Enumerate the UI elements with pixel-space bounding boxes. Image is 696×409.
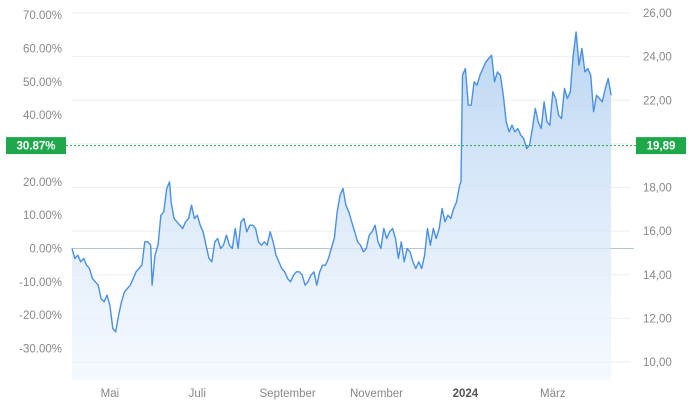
x-tick-label: 2024 bbox=[453, 388, 479, 400]
left-current-badge-label: 30.87% bbox=[16, 141, 55, 153]
left-current-badge bbox=[6, 137, 66, 155]
right-tick-label: 22,00 bbox=[643, 95, 672, 107]
left-tick-label: -10.00% bbox=[19, 277, 62, 289]
x-tick-label: Mai bbox=[101, 388, 120, 400]
left-tick-label: 40.00% bbox=[23, 110, 62, 122]
x-axis-ticks: Mai Juli September November 2024 März bbox=[101, 388, 566, 400]
right-tick-label: 14,00 bbox=[643, 270, 672, 282]
left-axis-ticks: 70.00% 60.00% 50.00% 40.00% 20.00% 10.00% 0.00… bbox=[19, 10, 62, 355]
left-tick-label: 70.00% bbox=[23, 10, 62, 22]
x-tick-label: November bbox=[350, 388, 403, 400]
right-tick-label: 24,00 bbox=[643, 52, 672, 64]
right-tick-label: 10,00 bbox=[643, 357, 672, 369]
area-path bbox=[72, 31, 612, 381]
x-tick-label: März bbox=[540, 388, 566, 400]
left-tick-label: 20.00% bbox=[23, 177, 62, 189]
series-line bbox=[71, 31, 612, 333]
left-tick-label: 50.00% bbox=[23, 77, 62, 89]
price-line bbox=[71, 31, 612, 333]
left-tick-label: 60.00% bbox=[23, 44, 62, 56]
right-axis-ticks: 26,0024,0022,0020,0018,0016,0014,0012,00… bbox=[643, 8, 672, 369]
current-value-badges: 30.87% 19,89 bbox=[6, 137, 686, 155]
right-tick-label: 12,00 bbox=[643, 313, 672, 325]
x-tick-label: September bbox=[260, 388, 316, 400]
left-tick-label: -20.00% bbox=[19, 310, 62, 322]
right-tick-label: 18,00 bbox=[643, 183, 672, 195]
right-current-badge-label: 19,89 bbox=[647, 141, 676, 153]
left-tick-label: 10.00% bbox=[23, 210, 62, 222]
left-tick-label: -30.00% bbox=[19, 343, 62, 355]
right-current-badge bbox=[636, 137, 686, 155]
right-tick-label: 16,00 bbox=[643, 226, 672, 238]
area-fill bbox=[72, 31, 612, 381]
x-tick-label: Juli bbox=[189, 388, 206, 400]
right-tick-label: 26,00 bbox=[643, 8, 672, 20]
left-tick-label: 0.00% bbox=[29, 244, 62, 256]
